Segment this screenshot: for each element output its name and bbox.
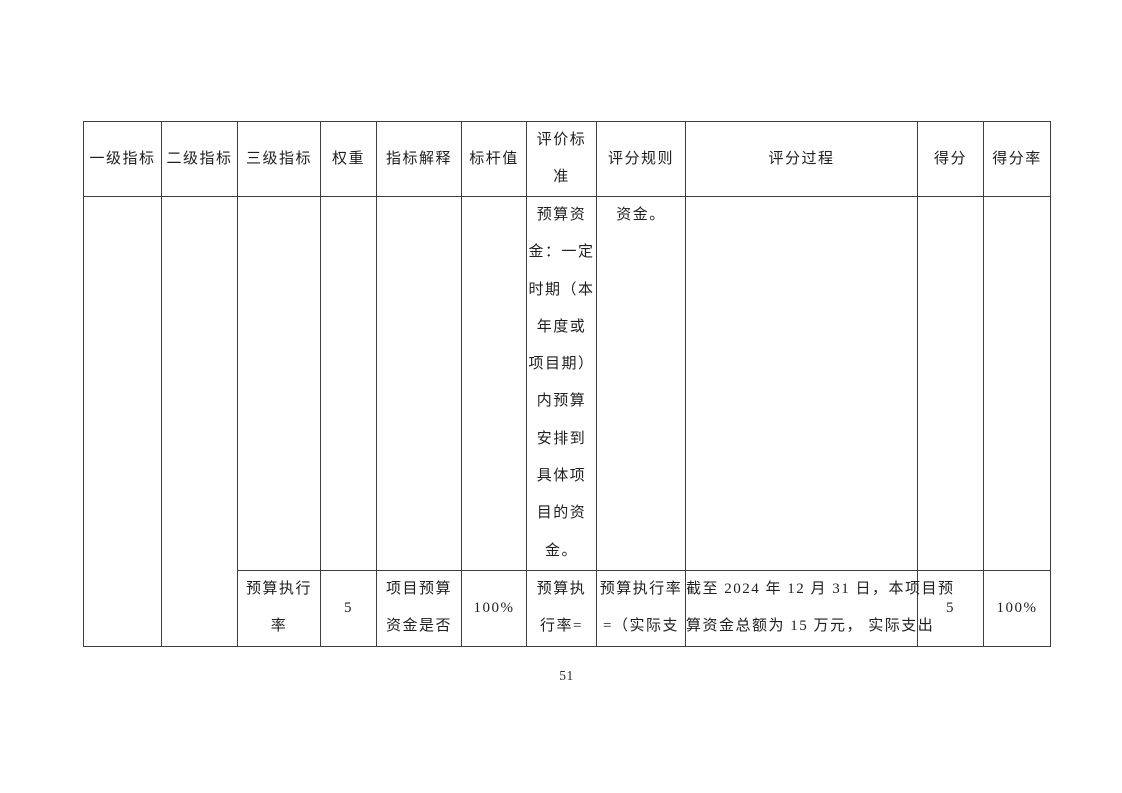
header-evaluation-standard: 评价标 准: [526, 121, 597, 197]
cell-level3-empty: [237, 196, 321, 571]
cell-scoring-process: 截至 2024 年 12 月 31 日，本项目预 算资金总额为 15 万元， 实…: [685, 569, 953, 647]
table-row-budget-execution-rate: 预算执行 率 5 项目预算 资金是否 100% 预算执 行率= 预算执行率 =（…: [84, 569, 1051, 647]
header-scoring-process: 评分过程: [685, 121, 918, 197]
header-level1-indicator: 一级指标: [83, 121, 162, 197]
cell-score-rate-value: 100%: [983, 569, 1051, 647]
table-row-continued: 预算资 金：一定 时期（本 年度或 项目期） 内预算 安排到 具体项 目的资 金…: [83, 196, 1051, 647]
cell-level3-indicator: 预算执行 率: [237, 569, 321, 647]
header-scoring-rule: 评分规则: [596, 121, 686, 197]
cell-benchmark-empty: [461, 196, 527, 571]
header-benchmark-value: 标杆值: [461, 121, 527, 197]
cell-weight-value: 5: [320, 569, 377, 647]
table-header-row: 一级指标 二级指标 三级指标 权重 指标解释 标杆值 评价标 准 评分规则 评分…: [83, 121, 1051, 197]
cell-scoring-rule: 预算执行率 =（实际支: [596, 569, 686, 647]
header-indicator-explanation: 指标解释: [376, 121, 462, 197]
cell-scoring-rule-text: 资金。: [596, 196, 686, 571]
cell-evaluation-standard: 预算执 行率=: [526, 569, 597, 647]
cell-scoring-process-empty: [685, 196, 918, 571]
header-level2-indicator: 二级指标: [161, 121, 238, 197]
header-score: 得分: [917, 121, 984, 197]
cell-level1-merged-empty: [83, 196, 162, 647]
cell-indicator-explanation: 项目预算 资金是否: [376, 569, 462, 647]
cell-evaluation-standard-text: 预算资 金：一定 时期（本 年度或 项目期） 内预算 安排到 具体项 目的资 金…: [526, 196, 597, 571]
cell-score-value: 5: [917, 569, 984, 647]
cell-score-rate-empty: [983, 196, 1051, 571]
header-level3-indicator: 三级指标: [237, 121, 321, 197]
cell-weight-empty: [320, 196, 377, 571]
cell-explanation-empty: [376, 196, 462, 571]
cell-benchmark-value: 100%: [461, 569, 527, 647]
header-weight: 权重: [320, 121, 377, 197]
cell-level2-merged-empty: [161, 196, 238, 647]
page-number: 51: [559, 668, 574, 683]
cell-score-empty: [917, 196, 984, 571]
indicator-score-table: 一级指标 二级指标 三级指标 权重 指标解释 标杆值 评价标 准 评分规则 评分…: [83, 121, 1051, 647]
header-score-rate: 得分率: [983, 121, 1051, 197]
